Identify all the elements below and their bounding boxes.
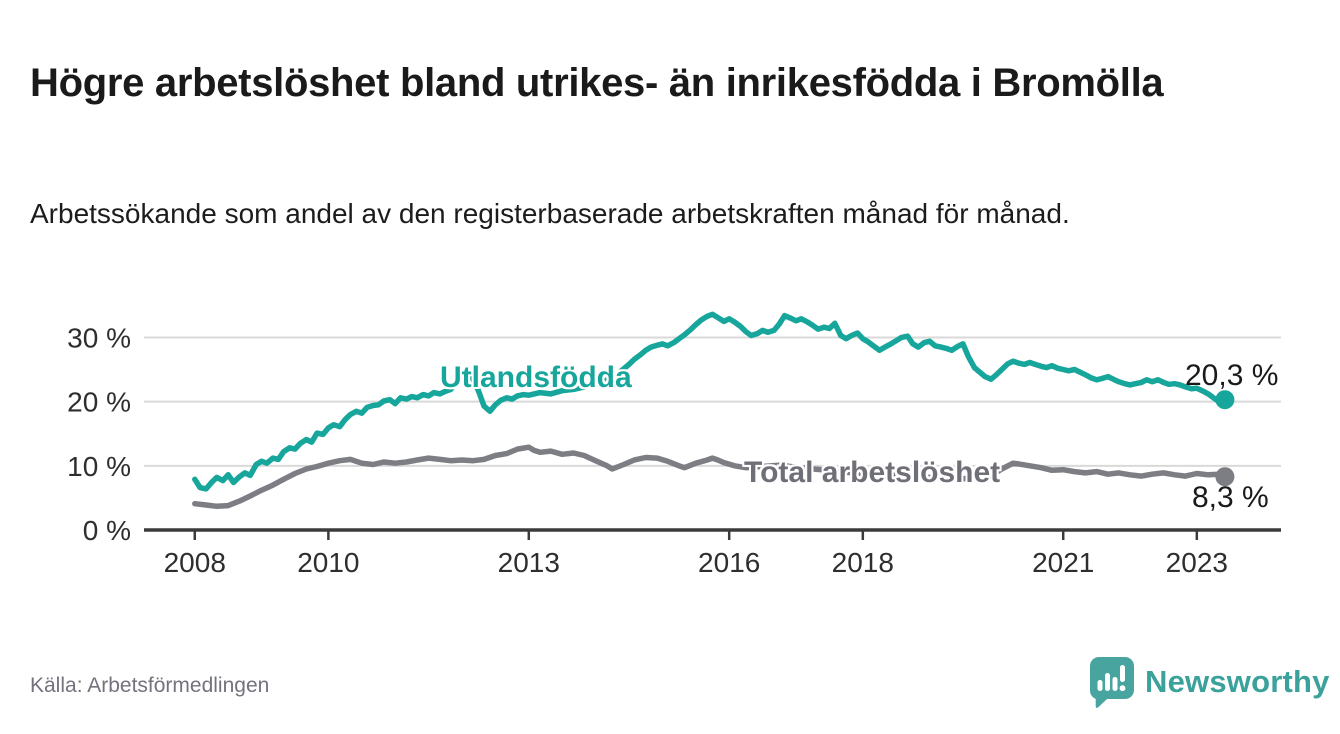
- series-end-dot: [1215, 390, 1235, 410]
- x-tick-label: 2016: [698, 547, 760, 578]
- newsworthy-logo: Newsworthy: [1087, 656, 1330, 708]
- x-tick-label: 2008: [164, 547, 226, 578]
- x-tick-label: 2010: [297, 547, 359, 578]
- newsworthy-icon: [1090, 657, 1134, 708]
- y-tick-label: 20 %: [67, 387, 131, 418]
- y-tick-label: 30 %: [67, 322, 131, 353]
- x-tick-label: 2023: [1166, 547, 1228, 578]
- end-value-label-total: 8,3 %: [1192, 481, 1269, 514]
- y-tick-label: 10 %: [67, 451, 131, 482]
- page-title: Högre arbetslöshet bland utrikes- än inr…: [30, 60, 1164, 105]
- source-text: Källa: Arbetsförmedlingen: [30, 674, 270, 697]
- x-tick-label: 2013: [498, 547, 560, 578]
- x-tick-label: 2018: [832, 547, 894, 578]
- end-value-label-utlandsfodda: 20,3 %: [1185, 359, 1279, 392]
- series-line: [192, 311, 1228, 492]
- series-line: [192, 444, 1228, 510]
- x-tick-label: 2021: [1032, 547, 1094, 578]
- series-label-utlandsfodda: Utlandsfödda: [440, 361, 632, 394]
- y-tick-label: 0 %: [83, 515, 131, 546]
- newsworthy-wordmark: Newsworthy: [1145, 664, 1330, 699]
- series-label-total-arbetsloshet: Total arbetslöshet: [744, 456, 1001, 489]
- series-end-dot: [1215, 467, 1235, 487]
- chart-subtitle: Arbetssökande som andel av den registerb…: [30, 198, 1070, 229]
